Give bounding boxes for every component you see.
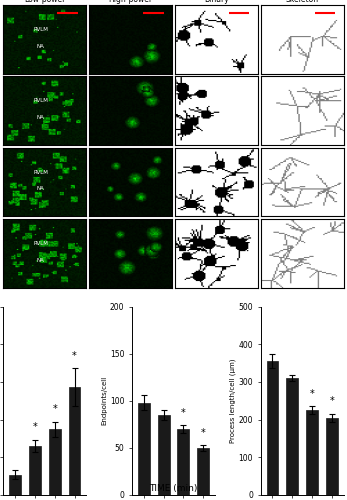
Text: *: * <box>329 396 334 406</box>
Text: NA: NA <box>37 115 44 120</box>
Y-axis label: Process length/cell (μm): Process length/cell (μm) <box>229 358 236 443</box>
Title: Skeleton: Skeleton <box>286 0 319 4</box>
Text: *: * <box>310 389 314 399</box>
Text: *: * <box>201 428 205 438</box>
Title: Low-power: Low-power <box>24 0 66 4</box>
Text: NA: NA <box>37 186 44 192</box>
Bar <box>286 378 298 495</box>
Bar <box>29 446 41 495</box>
Bar <box>197 448 209 495</box>
Bar <box>177 429 189 495</box>
Y-axis label: 20 min: 20 min <box>0 98 1 124</box>
Bar <box>9 474 21 495</box>
Text: *: * <box>33 422 37 432</box>
Text: TIME (min): TIME (min) <box>149 484 198 492</box>
Title: High-power: High-power <box>109 0 153 4</box>
Bar <box>69 387 81 495</box>
Bar <box>306 410 318 495</box>
Y-axis label: 120 min: 120 min <box>0 166 1 198</box>
Y-axis label: 240 min: 240 min <box>0 238 1 269</box>
Text: NA: NA <box>37 258 44 262</box>
Text: *: * <box>181 408 186 418</box>
Bar <box>158 415 170 495</box>
Text: RVLM: RVLM <box>33 98 48 103</box>
Text: NA: NA <box>37 44 44 49</box>
Y-axis label: Endpoints/cell: Endpoints/cell <box>101 376 107 426</box>
Text: *: * <box>72 351 77 361</box>
Y-axis label: Control: Control <box>0 26 1 53</box>
Bar <box>138 402 150 495</box>
Text: RVLM: RVLM <box>33 27 48 32</box>
Bar <box>326 418 338 495</box>
Text: RVLM: RVLM <box>33 241 48 246</box>
Text: RVLM: RVLM <box>33 170 48 175</box>
Title: Binary: Binary <box>204 0 229 4</box>
Bar <box>266 361 278 495</box>
Bar <box>49 430 61 495</box>
Text: *: * <box>52 404 57 414</box>
